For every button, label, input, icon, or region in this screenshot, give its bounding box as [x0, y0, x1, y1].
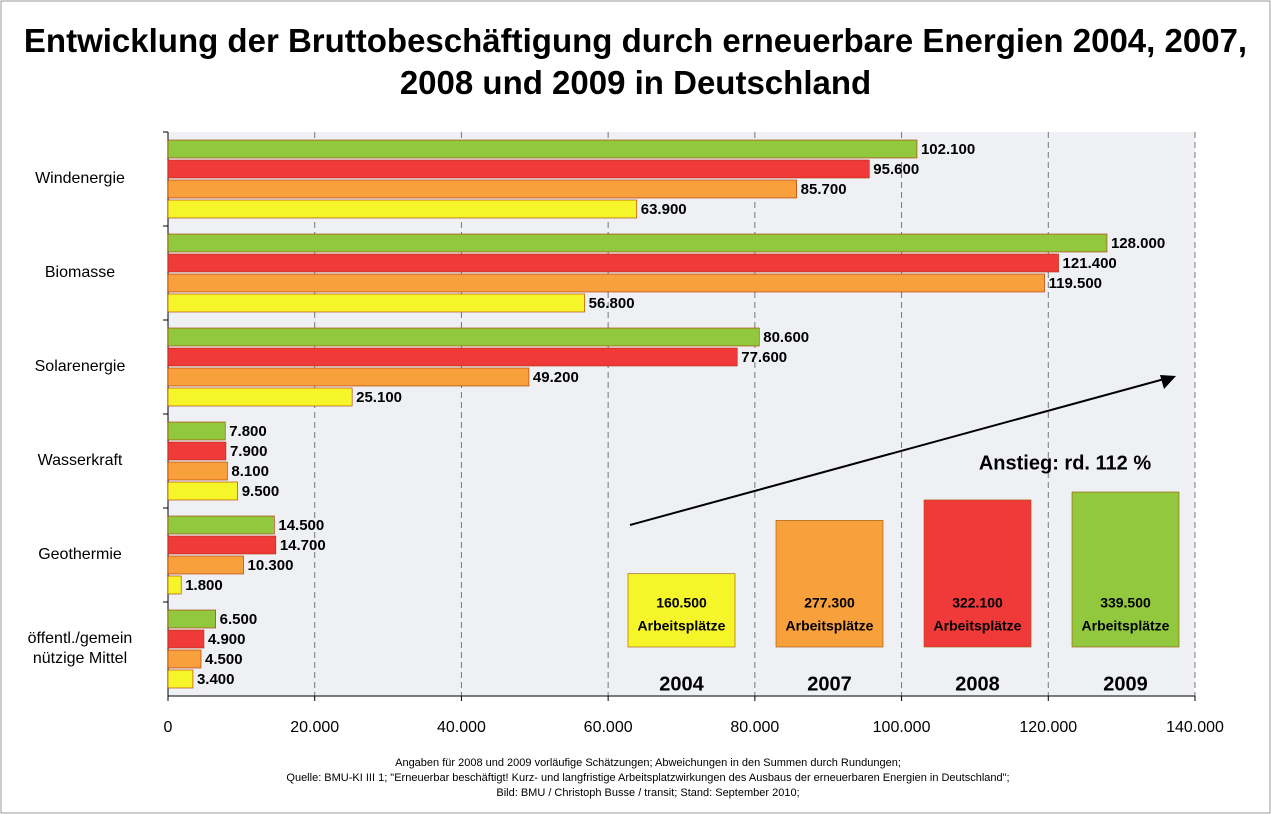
data-label: 10.300: [248, 557, 294, 574]
data-label: 121.400: [1063, 255, 1117, 272]
data-label: 14.500: [278, 517, 324, 534]
bar: [168, 160, 869, 178]
bar: [168, 422, 225, 440]
data-label: 63.900: [641, 201, 687, 218]
x-tick-label: 100.000: [873, 719, 931, 736]
data-label: 7.900: [230, 443, 268, 460]
y-tick-label: öffentl./gemein nützige Mittel: [5, 629, 155, 669]
bar: [168, 140, 917, 158]
bar: [168, 180, 797, 198]
bar: [168, 200, 637, 218]
y-tick-label: Geothermie: [5, 545, 155, 565]
bar: [168, 274, 1045, 292]
bar: [168, 368, 529, 386]
data-label: 4.500: [205, 651, 243, 668]
data-label: 7.800: [229, 423, 267, 440]
data-label: 14.700: [280, 537, 326, 554]
data-label: 8.100: [231, 463, 269, 480]
footnote: Bild: BMU / Christoph Busse / transit; S…: [496, 787, 799, 799]
bar: [168, 234, 1107, 252]
bar: [168, 650, 201, 668]
x-tick-label: 20.000: [290, 719, 339, 736]
bar: [168, 536, 276, 554]
chart: 0 20.000 40.000 60.000 80.000 100.000 120.000 1…: [0, 0, 1271, 814]
bar: [168, 442, 226, 460]
bar: [168, 482, 238, 500]
total-label: 339.500: [1100, 595, 1151, 611]
y-tick-label: Solarenergie: [5, 357, 155, 377]
page: 0 20.000 40.000 60.000 80.000 100.000 120.000 1…: [0, 0, 1271, 814]
bar: [168, 670, 193, 688]
x-tick-label: 140.000: [1166, 719, 1224, 736]
total-unit: Arbeitsplätze: [934, 618, 1022, 634]
bar: [168, 328, 759, 346]
data-label: 128.000: [1111, 235, 1165, 252]
total-label: 277.300: [804, 595, 855, 611]
total-label: 160.500: [656, 595, 707, 611]
bar: [168, 348, 737, 366]
y-tick-label: Biomasse: [5, 263, 155, 283]
x-tick-label: 80.000: [730, 719, 779, 736]
total-label: 322.100: [952, 595, 1003, 611]
total-unit: Arbeitsplätze: [1082, 618, 1170, 634]
bar: [168, 254, 1059, 272]
data-label: 95.600: [873, 161, 919, 178]
data-label: 56.800: [589, 295, 635, 312]
legend-label: 2009: [1103, 673, 1148, 695]
data-label: 3.400: [197, 671, 235, 688]
data-label: 4.900: [208, 631, 246, 648]
bar: [168, 516, 274, 534]
footnote: Angaben für 2008 und 2009 vorläufige Sch…: [395, 757, 901, 769]
data-label: 80.600: [763, 329, 809, 346]
bar: [168, 462, 227, 480]
annotation: Anstieg: rd. 112 %: [979, 452, 1151, 474]
data-label: 119.500: [1049, 275, 1102, 292]
data-label: 49.200: [533, 369, 579, 386]
legend-label: 2007: [807, 673, 852, 695]
y-tick-label: Windenergie: [5, 169, 155, 189]
x-tick-label: 60.000: [584, 719, 633, 736]
data-label: 85.700: [801, 181, 847, 198]
data-label: 25.100: [356, 389, 402, 406]
x-tick-label: 40.000: [437, 719, 486, 736]
bar: [168, 630, 204, 648]
chart-title: Entwicklung der Bruttobeschäftigung durc…: [0, 20, 1271, 104]
data-label: 77.600: [741, 349, 787, 366]
bar: [168, 576, 181, 594]
data-label: 6.500: [220, 611, 258, 628]
x-tick-label: 0: [164, 719, 173, 736]
y-tick-label: Wasserkraft: [5, 451, 155, 471]
x-tick-label: 120.000: [1019, 719, 1077, 736]
footnote: Quelle: BMU-KI III 1; "Erneuerbar beschä…: [286, 772, 1009, 784]
bar: [168, 610, 216, 628]
legend-label: 2008: [955, 673, 1000, 695]
data-label: 1.800: [185, 577, 223, 594]
bar: [168, 556, 244, 574]
legend-label: 2004: [659, 673, 704, 695]
total-unit: Arbeitsplätze: [638, 618, 726, 634]
bar: [168, 294, 585, 312]
data-label: 9.500: [242, 483, 280, 500]
data-label: 102.100: [921, 141, 975, 158]
bar: [168, 388, 352, 406]
total-unit: Arbeitsplätze: [786, 618, 874, 634]
